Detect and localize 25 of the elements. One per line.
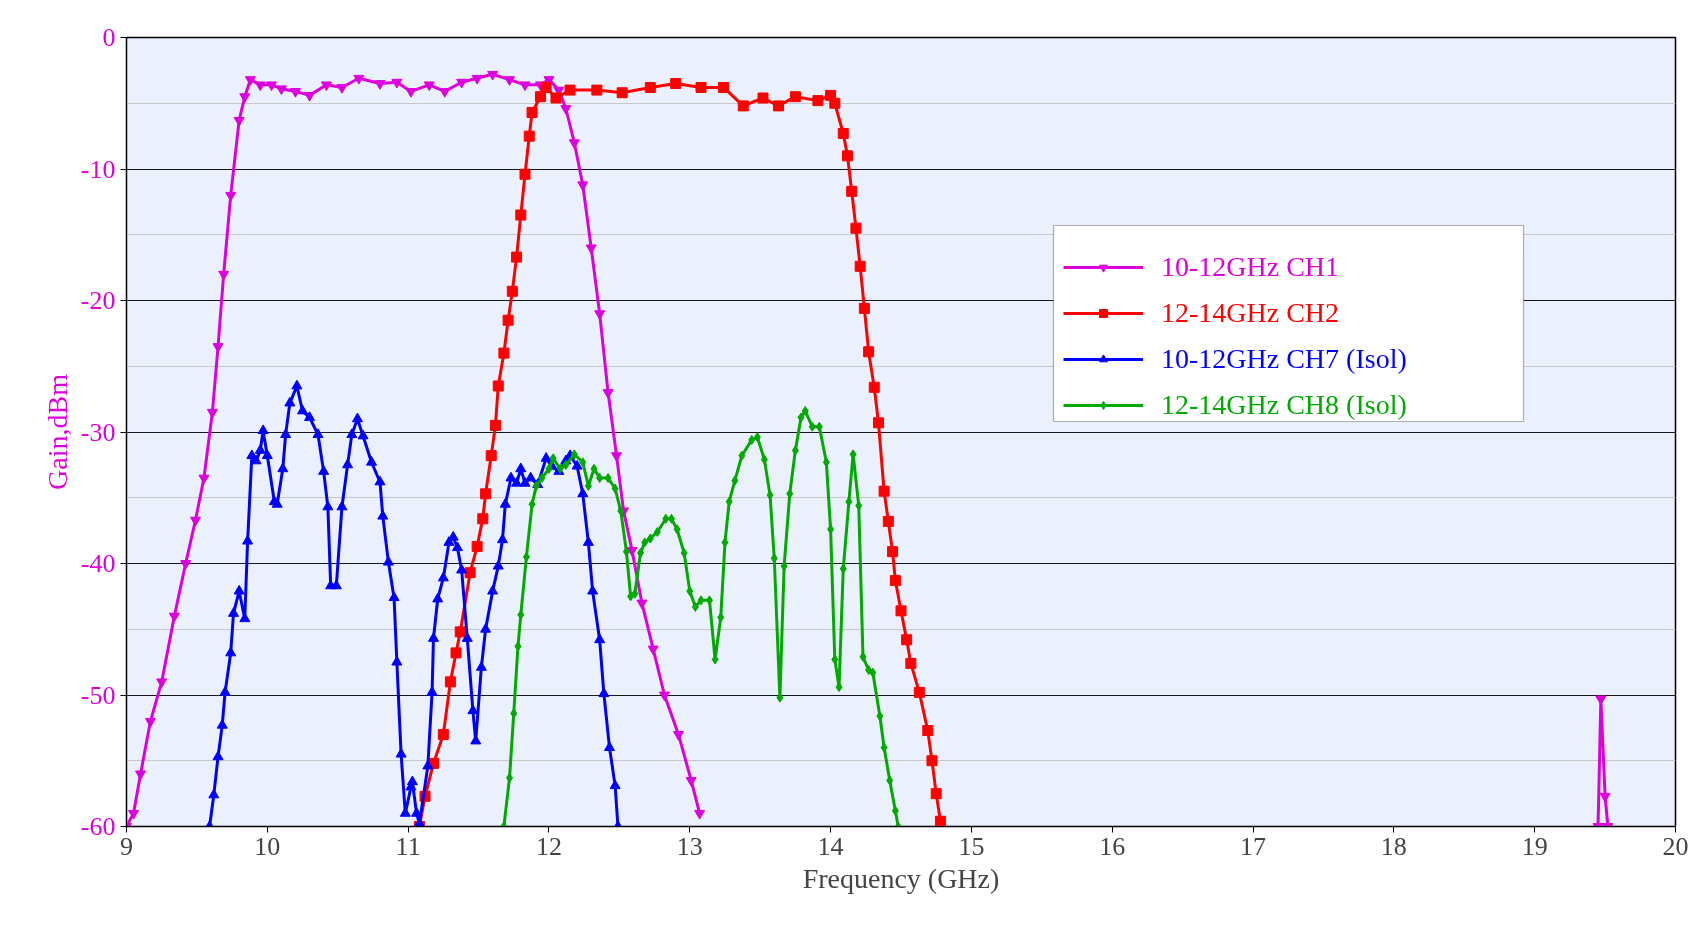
x-tick-label: 12 — [535, 831, 562, 861]
x-tick-label: 16 — [1099, 831, 1126, 861]
y-tick-label: -20 — [80, 286, 116, 315]
legend-label: 10-12GHz CH1 — [1161, 251, 1340, 283]
x-tick-label: 10 — [254, 831, 281, 861]
x-axis-title: Frequency (GHz) — [802, 862, 1000, 894]
legend-label: 12-14GHz CH2 — [1161, 297, 1340, 329]
y-tick-label: -60 — [80, 812, 116, 841]
x-tick-label: 11 — [395, 831, 421, 861]
x-tick-label: 9 — [120, 831, 133, 861]
legend-label: 10-12GHz CH7 (Isol) — [1161, 343, 1407, 375]
x-tick-label: 18 — [1380, 831, 1407, 861]
y-tick-label: -30 — [80, 417, 116, 447]
x-tick-label: 17 — [1240, 831, 1267, 861]
y-tick-label: -10 — [80, 154, 116, 184]
x-tick-label: 14 — [817, 831, 844, 861]
x-tick-label: 19 — [1521, 831, 1548, 861]
x-tick-label: 20 — [1662, 831, 1689, 861]
x-tick-label: 13 — [676, 831, 703, 861]
y-tick-label: -40 — [80, 549, 116, 578]
y-tick-label: -50 — [80, 680, 116, 710]
legend-label: 12-14GHz CH8 (Isol) — [1161, 389, 1407, 421]
x-tick-label: 15 — [958, 831, 985, 861]
y-axis-title: Gain,dBm — [41, 373, 73, 490]
y-tick-label: 0 — [102, 23, 116, 52]
